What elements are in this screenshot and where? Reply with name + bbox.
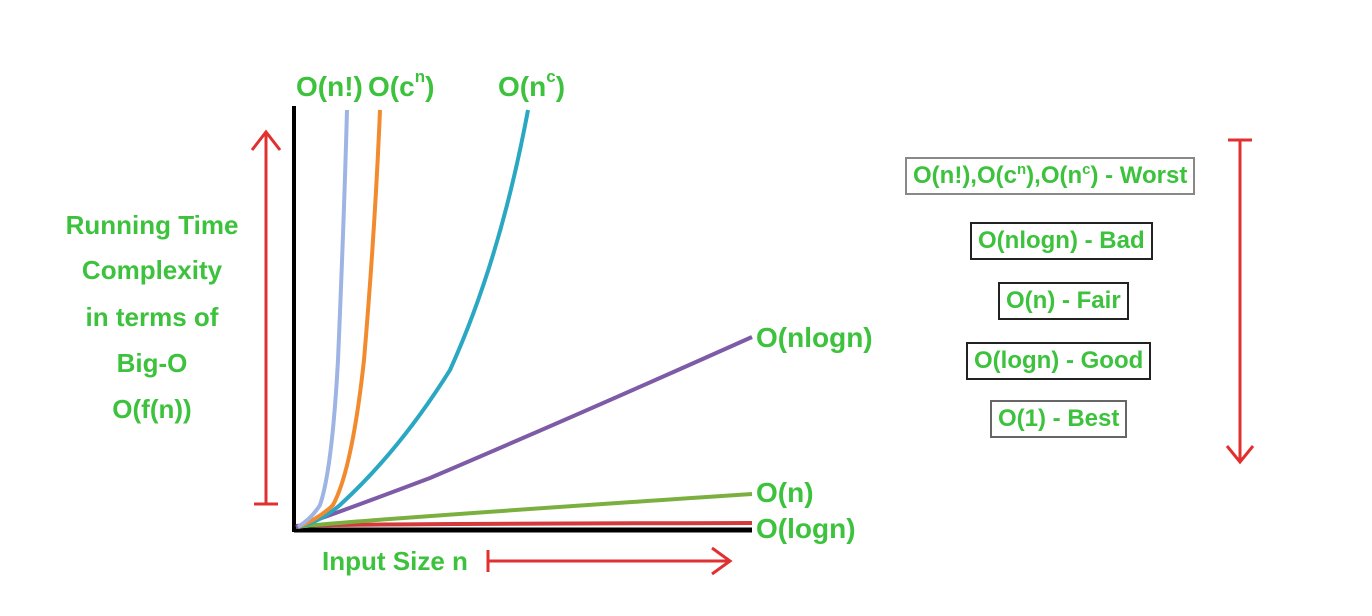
curve-n [295,492,753,529]
y-axis-label-line-5: O(f(n)) [112,394,191,424]
legend-good: O(logn) - Good [966,342,1152,380]
x-axis-label: Input Size n [322,546,468,576]
label-exponential: O(cn) [368,67,434,102]
y-axis-label-line-1: Running Time [66,210,239,240]
curve-nlogn [295,335,753,529]
label-logn: O(logn) [756,513,856,544]
axes [292,106,752,533]
right-labels: O(nlogn) O(n) O(logn) [756,322,873,544]
legend-fair: O(n) - Fair [998,282,1129,320]
y-axis-label: Running Time Complexity in terms of Big-… [66,210,239,424]
curve-cn [297,109,382,529]
x-axis-label-group: Input Size n [322,546,733,576]
legend-bad: O(nlogn) - Bad [970,222,1153,260]
curves [295,109,753,529]
y-axis-label-line-4: Big-O [117,348,188,378]
label-n: O(n) [756,477,814,508]
label-polynomial: O(nc) [498,67,565,102]
legend-best: O(1) - Best [990,400,1128,438]
y-axis-label-line-2: Complexity [82,255,223,285]
label-factorial: O(n!) [296,71,363,102]
running-time-arrow [250,129,282,506]
legend-arrow [1225,138,1255,465]
legend-worst: O(n!),O(cn),O(nc) - Worst [905,157,1196,195]
curve-logn [295,521,753,528]
y-axis-label-line-3: in terms of [86,302,219,332]
top-labels: O(n!) O(cn) O(nc) [296,67,565,102]
label-nlogn: O(nlogn) [756,322,873,353]
curve-factorial [296,109,349,529]
curve-nc [297,109,530,529]
